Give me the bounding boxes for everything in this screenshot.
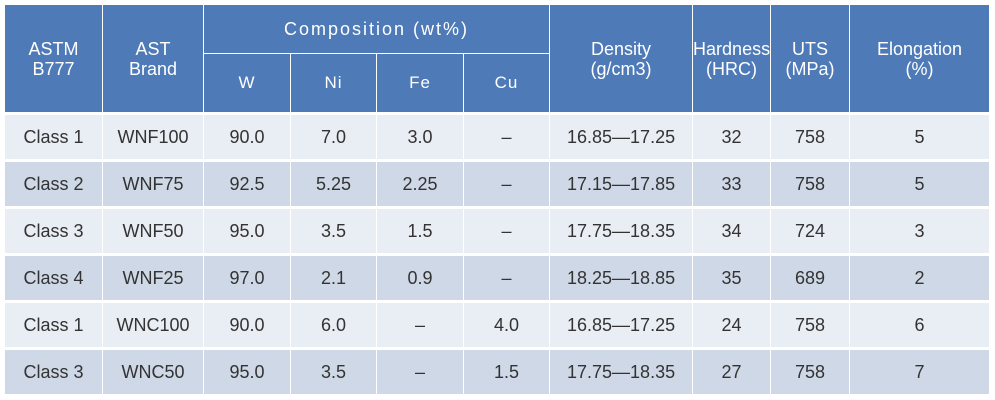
table-row: Class 1 WNC100 90.0 6.0 – 4.0 16.85—17.2… — [4, 300, 991, 349]
cell-density: 16.85—17.25 — [549, 300, 694, 349]
cell-w: 92.5 — [203, 159, 291, 208]
cell-cu: 4.0 — [462, 300, 551, 349]
cell-cu: – — [462, 206, 551, 255]
cell-fe: 1.5 — [376, 206, 464, 255]
table-row: Class 1 WNF100 90.0 7.0 3.0 – 16.85—17.2… — [4, 112, 991, 161]
cell-hardness: 35 — [692, 253, 772, 302]
cell-astm-class: Class 3 — [4, 206, 103, 255]
cell-w: 90.0 — [203, 112, 291, 161]
cell-fe: 2.25 — [376, 159, 464, 208]
header-ast-brand: AST Brand — [102, 4, 204, 114]
cell-density: 17.15—17.85 — [549, 159, 694, 208]
cell-w: 97.0 — [203, 253, 291, 302]
cell-uts: 758 — [770, 300, 851, 349]
cell-uts: 758 — [770, 112, 851, 161]
cell-ni: 2.1 — [290, 253, 377, 302]
cell-uts: 758 — [770, 347, 851, 394]
header-elongation: Elongation (%) — [849, 4, 991, 114]
header-astm-b777: ASTM B777 — [4, 4, 103, 114]
cell-uts: 758 — [770, 159, 851, 208]
cell-elongation: 6 — [849, 300, 991, 349]
cell-ni: 5.25 — [290, 159, 377, 208]
table-row: Class 3 WNC50 95.0 3.5 – 1.5 17.75—18.35… — [4, 347, 991, 394]
cell-brand: WNF25 — [102, 253, 204, 302]
cell-cu: – — [462, 159, 551, 208]
table-row: Class 3 WNF50 95.0 3.5 1.5 – 17.75—18.35… — [4, 206, 991, 255]
cell-density: 17.75—18.35 — [549, 347, 694, 394]
header-density: Density (g/cm3) — [549, 4, 694, 114]
cell-cu: – — [462, 112, 551, 161]
cell-astm-class: Class 2 — [4, 159, 103, 208]
cell-density: 17.75—18.35 — [549, 206, 694, 255]
cell-uts: 724 — [770, 206, 851, 255]
cell-w: 95.0 — [203, 206, 291, 255]
cell-ni: 3.5 — [290, 347, 377, 394]
cell-astm-class: Class 4 — [4, 253, 103, 302]
header-cu: Cu — [462, 53, 551, 114]
cell-ni: 6.0 — [290, 300, 377, 349]
cell-astm-class: Class 3 — [4, 347, 103, 394]
cell-density: 16.85—17.25 — [549, 112, 694, 161]
cell-fe: – — [376, 347, 464, 394]
tungsten-alloy-spec-table: ASTM B777 AST Brand Composition (wt%) De… — [4, 3, 991, 394]
cell-ni: 3.5 — [290, 206, 377, 255]
cell-elongation: 3 — [849, 206, 991, 255]
header-fe: Fe — [376, 53, 464, 114]
cell-brand: WNF50 — [102, 206, 204, 255]
table-row: Class 4 WNF25 97.0 2.1 0.9 – 18.25—18.85… — [4, 253, 991, 302]
cell-fe: – — [376, 300, 464, 349]
header-w: W — [203, 53, 291, 114]
header-composition: Composition (wt%) — [202, 3, 551, 55]
cell-cu: – — [462, 253, 551, 302]
header-hardness: Hardness (HRC) — [692, 4, 772, 114]
cell-elongation: 5 — [849, 112, 991, 161]
cell-brand: WNF75 — [102, 159, 204, 208]
cell-astm-class: Class 1 — [4, 112, 103, 161]
cell-uts: 689 — [770, 253, 851, 302]
cell-density: 18.25—18.85 — [549, 253, 694, 302]
header-uts: UTS (MPa) — [770, 4, 851, 114]
cell-w: 95.0 — [203, 347, 291, 394]
table-row: Class 2 WNF75 92.5 5.25 2.25 – 17.15—17.… — [4, 159, 991, 208]
cell-ni: 7.0 — [290, 112, 377, 161]
cell-elongation: 7 — [849, 347, 991, 394]
cell-hardness: 27 — [692, 347, 772, 394]
cell-brand: WNC50 — [102, 347, 204, 394]
cell-elongation: 2 — [849, 253, 991, 302]
cell-hardness: 33 — [692, 159, 772, 208]
cell-cu: 1.5 — [462, 347, 551, 394]
cell-elongation: 5 — [849, 159, 991, 208]
cell-brand: WNF100 — [102, 112, 204, 161]
cell-hardness: 32 — [692, 112, 772, 161]
cell-brand: WNC100 — [102, 300, 204, 349]
header-ni: Ni — [290, 53, 377, 114]
cell-fe: 0.9 — [376, 253, 464, 302]
cell-hardness: 24 — [692, 300, 772, 349]
cell-astm-class: Class 1 — [4, 300, 103, 349]
cell-w: 90.0 — [203, 300, 291, 349]
cell-hardness: 34 — [692, 206, 772, 255]
cell-fe: 3.0 — [376, 112, 464, 161]
